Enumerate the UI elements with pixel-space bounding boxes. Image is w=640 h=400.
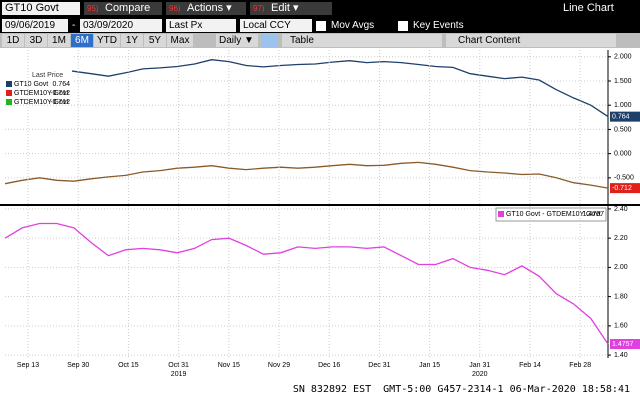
key-events-label: Key Events [413, 20, 464, 31]
legend-swatch [498, 211, 504, 217]
period-button[interactable]: YTD [94, 34, 120, 47]
edit-button[interactable]: Edit ▾ [268, 2, 332, 15]
series-line [4, 222, 609, 345]
menu-number: 97) [250, 2, 268, 15]
period-button[interactable]: Max [167, 34, 193, 47]
x-tick-label: Oct 15 [118, 362, 139, 369]
period-button[interactable]: 1Y [121, 34, 143, 47]
actions-button[interactable]: Actions ▾ [184, 2, 246, 15]
period-button[interactable]: 5Y [144, 34, 166, 47]
last-value-box [610, 183, 640, 194]
y-tick-label: 1.80 [614, 293, 628, 300]
legend-value: 1.4757 [583, 211, 605, 218]
chart-content-button[interactable]: Chart Content [446, 34, 616, 47]
toolbar: GT10 Govt 95) Compare 96) Actions ▾ 97) … [0, 0, 640, 18]
x-tick-label: Dec 16 [318, 362, 340, 369]
period-bar: Daily ▼ Table Chart Content 1D 3D 1M 6M YTD 1… [0, 33, 640, 48]
legend-box [495, 207, 607, 222]
mov-avgs-label: Mov Avgs [331, 20, 375, 31]
legend-title: Last Price [32, 72, 63, 79]
y-tick-label: 0.500 [614, 126, 632, 133]
x-tick-label: Feb 14 [519, 362, 541, 369]
color-button[interactable] [262, 34, 278, 47]
legend-value: -0.712 [50, 99, 70, 106]
period-button[interactable]: 6M [71, 34, 93, 47]
x-tick-label: Nov 15 [218, 362, 240, 369]
period-button[interactable]: 1D [2, 34, 24, 47]
y-tick-label: 1.500 [614, 78, 632, 85]
y-tick-label: 1.000 [614, 102, 632, 109]
series-line [4, 161, 609, 189]
x-tick-label: Nov 29 [268, 362, 290, 369]
last-value-label: 0.764 [612, 113, 630, 120]
checkbox[interactable] [316, 21, 326, 31]
start-date[interactable]: 09/06/2019 [2, 19, 68, 32]
y-tick-label: 1.60 [614, 323, 628, 330]
x-tick-label: Jan 31 [469, 362, 490, 369]
y-tick-label: -0.500 [614, 175, 634, 182]
y-tick-label: 2.20 [614, 235, 628, 242]
last-value-label: 1.4757 [612, 341, 634, 348]
legend-swatch [6, 99, 12, 105]
x-tick-label: Sep 13 [17, 362, 39, 369]
chart-type: Line Chart [563, 2, 614, 14]
legend-name: GT10 Govt [14, 81, 48, 88]
last-value-box [610, 111, 640, 122]
legend-name: GT10 Govt - GTDEM10Y Govt [506, 211, 601, 218]
menu-number: 95) [84, 2, 102, 15]
table-button[interactable]: Table [282, 34, 442, 47]
year-label: 2019 [171, 371, 187, 378]
legend-name: GTDEM10Y Govt [14, 99, 68, 106]
period-button[interactable]: 3D [25, 34, 47, 47]
status-bar: SN 832892 EST GMT-5:00 G457-2314-1 06-Ma… [0, 380, 640, 400]
security-input[interactable]: GT10 Govt [2, 2, 80, 15]
date-separator: - [72, 20, 76, 31]
legend-box [4, 52, 72, 93]
y-tick-label: 1.40 [614, 352, 628, 359]
x-tick-label: Oct 31 [168, 362, 189, 369]
chart-area: 2.000 1.500 1.000 0.500 0.000 -0.500 0.764 -0.7… [0, 48, 640, 380]
last-value-label: -0.712 [612, 185, 632, 192]
currency-select[interactable]: Local CCY [240, 19, 312, 32]
x-tick-label: Dec 31 [368, 362, 390, 369]
y-tick-label: 2.000 [614, 54, 632, 61]
x-tick-label: Jan 15 [419, 362, 440, 369]
frequency-select[interactable]: Daily ▼ [216, 34, 258, 47]
compare-button[interactable]: Compare [102, 2, 162, 15]
legend-swatch [6, 90, 12, 96]
settings-bar: 09/06/2019 - 03/09/2020 Last Px Local CC… [0, 17, 640, 33]
legend-swatch [6, 81, 12, 87]
legend-name: GTDEM10Y Govt [14, 90, 68, 97]
series-line [4, 59, 609, 118]
last-value-box [610, 339, 640, 350]
checkbox[interactable] [398, 21, 408, 31]
y-tick-label: 2.00 [614, 264, 628, 271]
y-tick-label: 2.40 [614, 206, 628, 213]
x-tick-label: Sep 30 [67, 362, 89, 369]
legend-value: -0.712 [50, 90, 70, 97]
period-button[interactable]: 1M [48, 34, 70, 47]
menu-number: 96) [166, 2, 184, 15]
x-tick-label: Feb 28 [569, 362, 591, 369]
field-select[interactable]: Last Px [166, 19, 236, 32]
end-date[interactable]: 03/09/2020 [80, 19, 162, 32]
y-tick-label: 0.000 [614, 150, 632, 157]
legend-value: 0.764 [52, 81, 70, 88]
year-label: 2020 [472, 371, 488, 378]
